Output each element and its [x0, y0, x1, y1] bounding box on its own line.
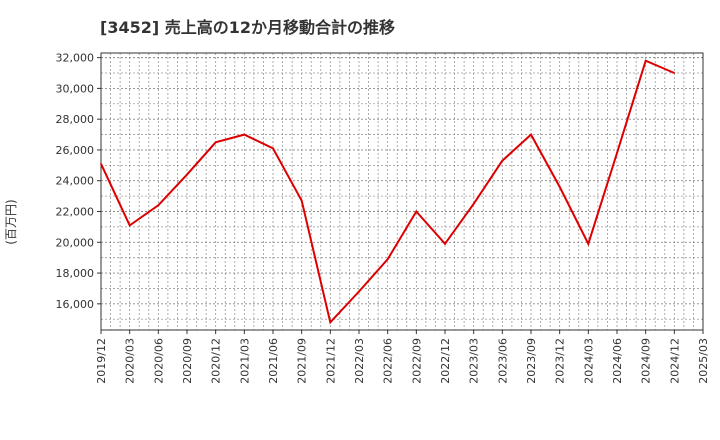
data-point	[329, 321, 332, 324]
data-point	[100, 163, 102, 165]
data-point	[472, 203, 475, 205]
x-tick-label: 2019/12	[95, 338, 108, 384]
x-tick-label: 2021/09	[296, 338, 309, 384]
data-point	[673, 72, 676, 74]
series-layer	[100, 59, 676, 325]
x-tick-label: 2023/09	[525, 338, 538, 384]
data-point	[214, 141, 217, 144]
x-tick-label: 2021/06	[267, 338, 280, 384]
x-tick-label: 2024/06	[611, 338, 624, 384]
y-tick-label: 30,000	[56, 82, 95, 95]
y-tick-label: 18,000	[56, 267, 95, 280]
data-point	[157, 204, 160, 207]
data-point	[300, 199, 303, 202]
y-tick-label: 22,000	[56, 206, 95, 219]
x-tick-label: 2022/03	[353, 338, 366, 384]
y-tick-label: 20,000	[56, 236, 95, 249]
x-tick-label: 2020/09	[181, 338, 194, 384]
y-axis-ticks: 16,000 18,000 20,000 22,000 24,000 26,000 28,0…	[56, 52, 101, 311]
x-tick-label: 2020/06	[152, 338, 165, 384]
x-tick-label: 2021/03	[238, 338, 251, 384]
data-point	[558, 186, 561, 188]
series-line	[100, 59, 675, 325]
grid-lines	[101, 53, 703, 330]
y-tick-label: 28,000	[56, 113, 95, 126]
y-tick-label: 16,000	[56, 298, 95, 311]
data-point	[128, 224, 131, 227]
x-tick-label: 2022/06	[382, 338, 395, 384]
data-point	[444, 243, 446, 245]
data-point	[415, 210, 418, 213]
x-tick-label: 2023/03	[468, 338, 481, 384]
x-tick-label: 2022/12	[439, 338, 452, 384]
data-point	[644, 59, 647, 62]
x-tick-label: 2023/06	[496, 338, 509, 384]
data-point	[358, 290, 360, 293]
y-tick-label: 26,000	[56, 144, 95, 157]
data-point	[501, 159, 504, 162]
data-point	[530, 133, 532, 136]
x-tick-label: 2021/12	[324, 338, 337, 384]
x-tick-label: 2020/12	[210, 338, 223, 384]
data-point	[587, 243, 590, 245]
x-tick-label: 2022/09	[410, 338, 423, 384]
data-point	[243, 133, 246, 136]
y-tick-label: 32,000	[56, 52, 95, 65]
x-tick-label: 2024/09	[640, 338, 653, 384]
data-point	[272, 147, 274, 150]
x-tick-label: 2024/03	[582, 338, 595, 384]
data-point	[616, 152, 618, 154]
data-point	[386, 258, 389, 261]
x-tick-label: 2025/03	[697, 338, 710, 384]
y-tick-label: 24,000	[56, 175, 95, 188]
chart-title: [3452] 売上高の12か月移動合計の推移	[100, 18, 395, 37]
x-tick-label: 2023/12	[554, 338, 567, 384]
x-axis-ticks: 2019/12 2020/03 2020/06 2020/09 2020/12 2021/…	[95, 330, 710, 384]
plot-area	[100, 52, 704, 331]
data-point	[186, 173, 188, 176]
x-tick-label: 2020/03	[124, 338, 137, 384]
x-tick-label: 2024/12	[668, 338, 681, 384]
